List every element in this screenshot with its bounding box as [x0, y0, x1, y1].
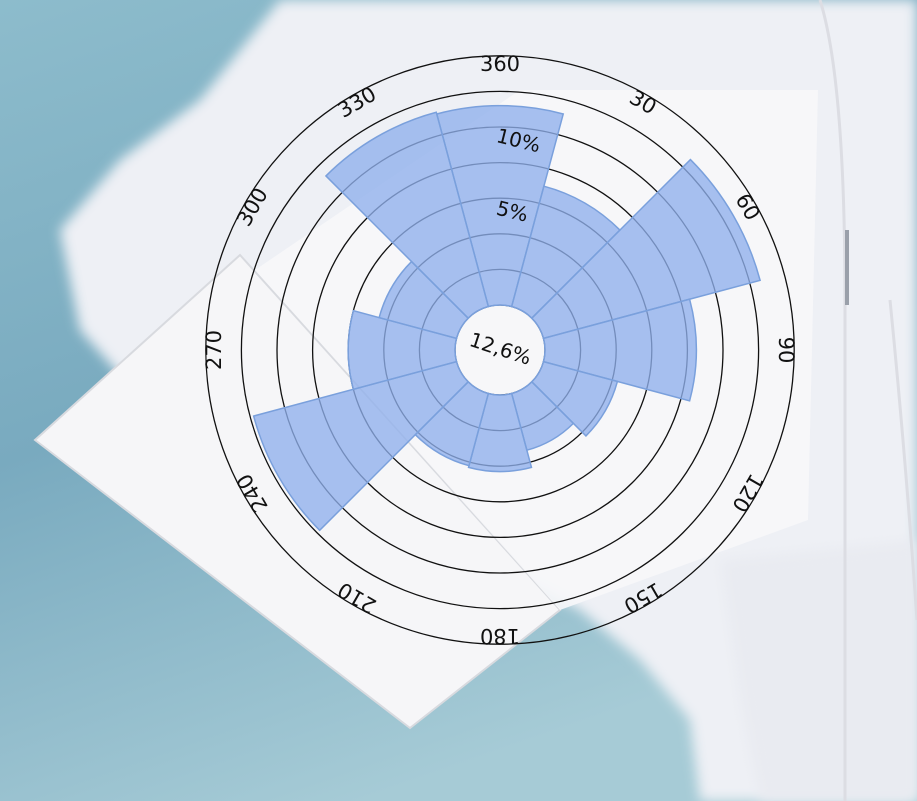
- direction-bars: [252, 104, 762, 532]
- direction-label-90: 90: [774, 337, 798, 364]
- bar-90: [542, 298, 697, 402]
- direction-label-180: 180: [480, 624, 520, 648]
- bar-60: [530, 158, 762, 340]
- road-curve: [888, 299, 917, 621]
- land-shore: [720, 540, 917, 801]
- road-edge: [818, 0, 847, 801]
- direction-label-270: 270: [202, 330, 226, 370]
- grid-ring-12pct: [240, 90, 760, 610]
- bar-360: [435, 104, 565, 308]
- bar-330: [324, 111, 490, 320]
- bar-180: [467, 392, 533, 473]
- road-marker: [845, 230, 849, 305]
- bar-120: [530, 360, 619, 438]
- direction-label-360: 360: [480, 52, 520, 76]
- bar-270: [347, 309, 458, 391]
- bar-240: [252, 360, 470, 532]
- grid-ring-14pct: [205, 55, 795, 645]
